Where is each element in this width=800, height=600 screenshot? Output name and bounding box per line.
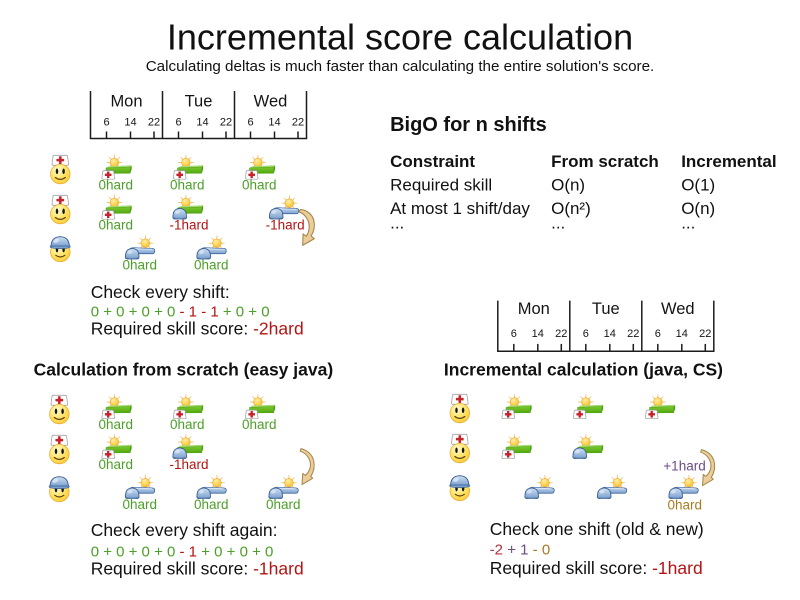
svg-text:Wed: Wed (254, 93, 288, 111)
svg-text:0hard: 0hard (99, 178, 134, 193)
svg-text:-1hard: -1hard (170, 218, 209, 233)
svg-text:22: 22 (555, 328, 567, 340)
svg-text:14: 14 (196, 117, 208, 129)
svg-text:0hard: 0hard (266, 497, 301, 512)
svg-text:0hard: 0hard (668, 498, 703, 513)
svg-text:22: 22 (148, 117, 160, 129)
svg-text:...: ... (681, 214, 695, 233)
svg-text:Wed: Wed (661, 300, 695, 318)
svg-text:6: 6 (175, 117, 181, 129)
svg-text:0hard: 0hard (123, 497, 158, 512)
svg-text:14: 14 (268, 117, 280, 129)
svg-text:0hard: 0hard (242, 417, 277, 432)
svg-text:+1hard: +1hard (663, 458, 705, 473)
svg-text:0hard: 0hard (170, 178, 205, 193)
svg-text:From scratch: From scratch (551, 152, 659, 171)
svg-text:At most 1 shift/day: At most 1 shift/day (390, 199, 530, 218)
svg-text:14: 14 (532, 328, 544, 340)
svg-text:O(n²): O(n²) (551, 199, 591, 218)
svg-text:Check every shift:: Check every shift: (91, 282, 230, 302)
svg-text:...: ... (390, 214, 404, 233)
svg-text:...: ... (551, 214, 565, 233)
svg-text:-2 + 1 - 0: -2 + 1 - 0 (490, 542, 550, 559)
svg-text:O(n): O(n) (551, 175, 585, 194)
svg-text:6: 6 (583, 328, 589, 340)
svg-text:6: 6 (103, 117, 109, 129)
svg-text:Check every shift again:: Check every shift again: (91, 520, 278, 540)
svg-text:Required skill score: -1hard: Required skill score: -1hard (490, 558, 703, 578)
svg-text:0hard: 0hard (170, 417, 205, 432)
svg-text:14: 14 (604, 328, 616, 340)
svg-text:-1hard: -1hard (170, 457, 209, 472)
svg-text:0hard: 0hard (99, 417, 134, 432)
svg-text:0hard: 0hard (99, 218, 134, 233)
svg-text:0hard: 0hard (123, 258, 158, 273)
svg-text:14: 14 (124, 117, 136, 129)
svg-text:0hard: 0hard (194, 258, 229, 273)
svg-text:0 + 0 + 0 + 0 - 1 + 0 + 0 + 0: 0 + 0 + 0 + 0 - 1 + 0 + 0 + 0 (91, 544, 274, 561)
svg-text:Mon: Mon (518, 300, 550, 318)
svg-text:Calculation from scratch (easy: Calculation from scratch (easy java) (34, 359, 334, 379)
svg-text:0hard: 0hard (242, 178, 277, 193)
svg-text:22: 22 (627, 328, 639, 340)
svg-text:Tue: Tue (592, 300, 620, 318)
svg-text:6: 6 (655, 328, 661, 340)
svg-text:Mon: Mon (110, 93, 142, 111)
svg-text:0hard: 0hard (99, 457, 134, 472)
svg-text:Constraint: Constraint (390, 152, 475, 171)
svg-text:Incremental calculation (java,: Incremental calculation (java, CS) (444, 359, 723, 379)
svg-text:14: 14 (676, 328, 688, 340)
svg-text:Required skill score: -2hard: Required skill score: -2hard (91, 319, 304, 339)
svg-text:0 + 0 + 0 + 0 - 1 - 1 + 0 + 0: 0 + 0 + 0 + 0 - 1 - 1 + 0 + 0 (91, 304, 270, 321)
svg-text:6: 6 (511, 328, 517, 340)
svg-text:Required skill score: -1hard: Required skill score: -1hard (91, 559, 304, 579)
svg-text:BigO for n shifts: BigO for n shifts (390, 114, 547, 136)
svg-text:O(n): O(n) (681, 199, 715, 218)
svg-text:-1hard: -1hard (266, 218, 305, 233)
svg-text:Required skill: Required skill (390, 175, 492, 194)
svg-text:0hard: 0hard (194, 497, 229, 512)
svg-text:22: 22 (699, 328, 711, 340)
svg-text:22: 22 (220, 117, 232, 129)
svg-text:Check one shift (old & new): Check one shift (old & new) (490, 519, 704, 539)
svg-text:Tue: Tue (185, 93, 213, 111)
svg-text:Incremental: Incremental (681, 152, 776, 171)
svg-text:O(1): O(1) (681, 175, 715, 194)
svg-text:Incremental score calculation: Incremental score calculation (167, 17, 633, 58)
svg-text:Calculating deltas is much fas: Calculating deltas is much faster than c… (146, 58, 655, 75)
svg-text:6: 6 (247, 117, 253, 129)
svg-text:22: 22 (292, 117, 304, 129)
